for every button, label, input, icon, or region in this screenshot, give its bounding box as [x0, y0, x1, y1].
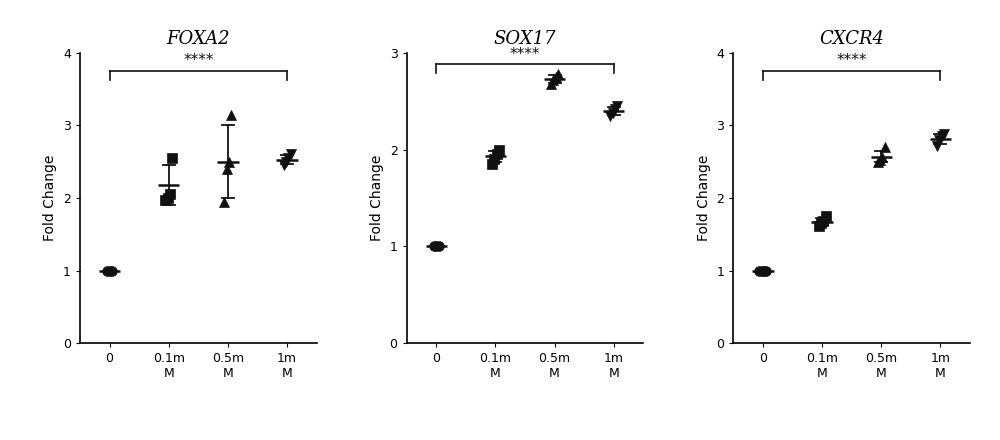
Y-axis label: Fold Change: Fold Change	[697, 155, 711, 241]
Text: ****: ****	[183, 53, 214, 68]
Y-axis label: Fold Change: Fold Change	[43, 155, 57, 241]
Y-axis label: Fold Change: Fold Change	[370, 155, 384, 241]
Title: FOXA2: FOXA2	[167, 30, 230, 48]
Text: ****: ****	[836, 53, 867, 68]
Text: ****: ****	[510, 47, 540, 62]
Title: SOX17: SOX17	[494, 30, 556, 48]
Title: CXCR4: CXCR4	[819, 30, 884, 48]
